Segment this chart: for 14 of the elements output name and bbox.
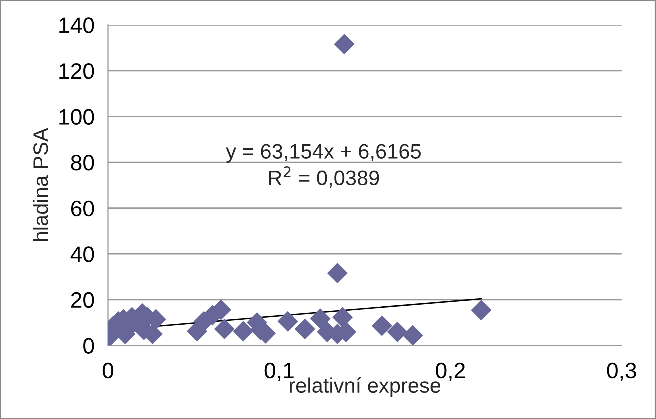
y-tick-label: 140 [60,18,94,34]
y-tick-label: 80 [71,155,94,171]
x-tick-label: 0,2 [436,362,466,382]
y-tick-label: 100 [60,109,94,125]
y-tick-label: 20 [71,292,94,308]
annotation: R$^{2}$ = 0,0389 [269,166,380,188]
annotation: y = 63,154x + 6,6165 [226,144,421,164]
y-tick-label: 0 [84,338,94,354]
x-tick-label: 0,3 [607,362,636,382]
y-tick-label: 60 [71,200,94,217]
y-tick-label: 40 [70,246,94,262]
y-axis-title: hladina PSA [32,128,48,242]
y-tick-label: 120 [60,63,94,80]
x-tick-label: 0 [102,362,114,379]
